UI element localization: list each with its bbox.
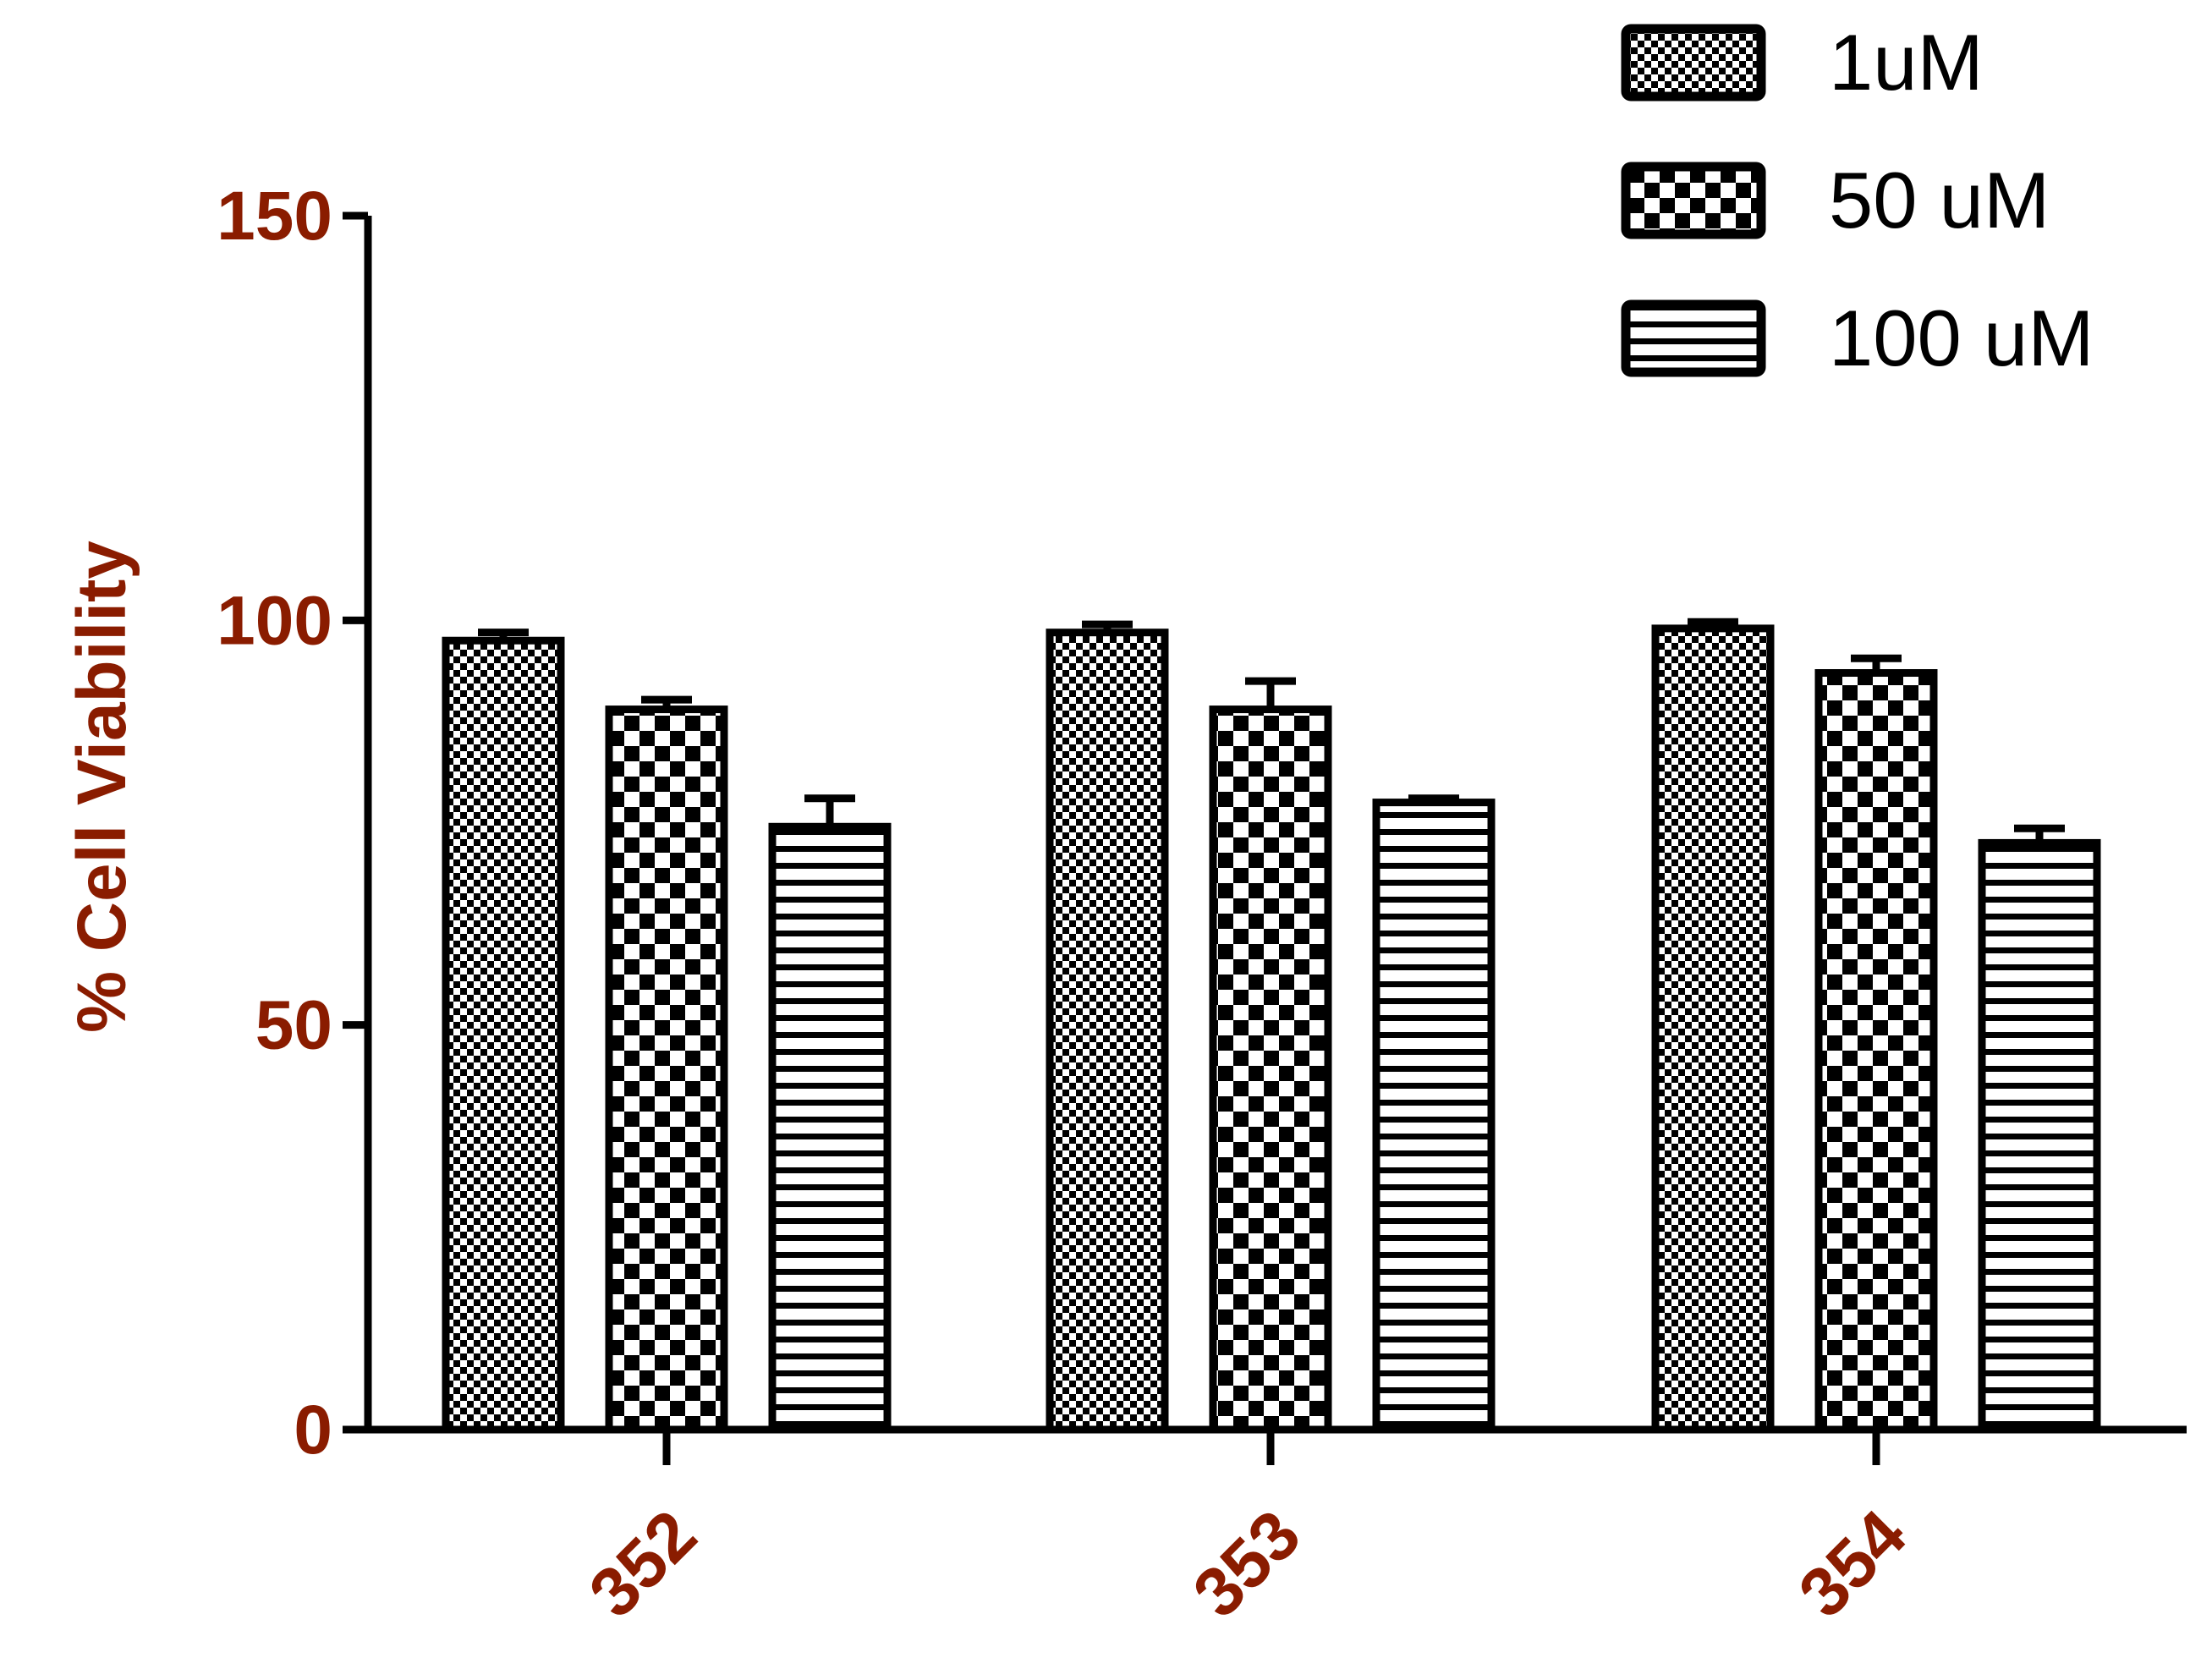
bar-353-series-3 — [1372, 799, 1496, 1434]
legend-label-2: 50 uM — [1829, 156, 2050, 244]
y-tick-label: 100 — [217, 582, 332, 659]
bar-352-series-2 — [605, 705, 728, 1434]
legend-swatch-3 — [1621, 299, 1766, 377]
bar-353-series-2 — [1209, 705, 1332, 1434]
error-bars-layer — [478, 618, 2065, 843]
x-ticks-layer: 352 353 354 — [575, 1430, 1921, 1632]
legend-label-3: 100 uM — [1829, 294, 2094, 382]
y-ticks-layer: 0 50 100 150 — [217, 178, 368, 1469]
x-tick-label-354: 354 — [1785, 1496, 1921, 1632]
legend-swatch-1 — [1621, 24, 1766, 102]
y-tick-label: 0 — [294, 1392, 332, 1469]
bars-layer — [442, 624, 2101, 1434]
bar-352-series-1 — [442, 636, 565, 1434]
y-tick-label: 50 — [255, 987, 332, 1064]
bar-354-series-1 — [1651, 624, 1775, 1434]
legend: 1uM 50 uM 100 uM — [1621, 18, 2094, 382]
x-tick-label-352: 352 — [575, 1496, 711, 1632]
bar-352-series-3 — [768, 822, 892, 1434]
bar-354-series-3 — [1978, 838, 2101, 1434]
x-tick-label-353: 353 — [1179, 1496, 1315, 1632]
y-axis-title: % Cell Viability — [63, 541, 140, 1033]
plot-area: 0 50 100 150 352 353 354 — [217, 178, 2187, 1632]
bar-353-series-1 — [1046, 629, 1169, 1434]
legend-swatch-2 — [1621, 162, 1766, 239]
bar-354-series-2 — [1814, 669, 1938, 1434]
y-tick-label: 150 — [217, 178, 332, 255]
legend-label-1: 1uM — [1829, 18, 1984, 107]
